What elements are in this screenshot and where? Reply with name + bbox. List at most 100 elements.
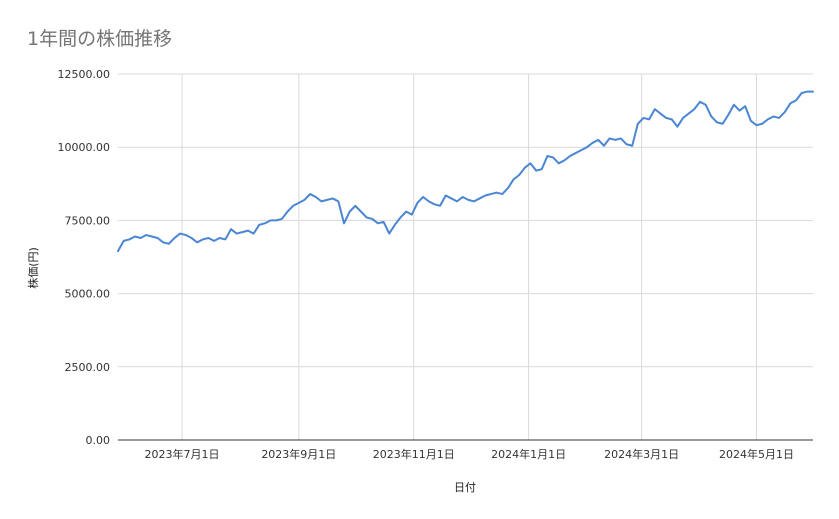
data-point	[524, 167, 526, 169]
data-point	[761, 123, 763, 125]
data-point	[185, 234, 187, 236]
x-tick-label: 2024年1月1日	[491, 447, 566, 461]
data-point	[631, 145, 633, 147]
data-point	[795, 99, 797, 101]
data-point	[157, 237, 159, 239]
data-point	[354, 205, 356, 207]
data-point	[693, 108, 695, 110]
data-point	[433, 203, 435, 205]
data-point	[484, 195, 486, 197]
data-point	[117, 250, 119, 252]
data-point	[190, 237, 192, 239]
data-point	[394, 224, 396, 226]
data-point	[744, 105, 746, 107]
data-point	[337, 200, 339, 202]
data-point	[230, 228, 232, 230]
data-point	[162, 241, 164, 243]
data-point	[309, 193, 311, 195]
data-point	[275, 219, 277, 221]
y-tick-label: 0.00	[86, 434, 111, 447]
data-point	[270, 219, 272, 221]
data-point	[281, 218, 283, 220]
y-tick-label: 12500.00	[58, 68, 111, 81]
data-point	[614, 139, 616, 141]
data-point	[258, 224, 260, 226]
series-line	[117, 90, 814, 253]
data-point	[739, 110, 741, 112]
data-point	[349, 211, 351, 213]
data-point	[609, 137, 611, 139]
data-point	[123, 240, 125, 242]
data-point	[315, 196, 317, 198]
data-point	[320, 200, 322, 202]
data-point	[490, 193, 492, 195]
data-point	[405, 211, 407, 213]
data-point	[366, 216, 368, 218]
data-point	[241, 231, 243, 233]
data-point	[507, 187, 509, 189]
data-point	[778, 117, 780, 119]
data-point	[710, 115, 712, 117]
tick-layer: 0.00 2500.00 5000.00 7500.00 10000.00 12500.0…	[58, 68, 794, 461]
data-point	[575, 152, 577, 154]
data-point	[659, 113, 661, 115]
data-point	[518, 174, 520, 176]
data-point	[772, 115, 774, 117]
data-point	[558, 162, 560, 164]
data-point	[264, 222, 266, 224]
data-point	[456, 200, 458, 202]
data-point	[411, 214, 413, 216]
data-point	[360, 211, 362, 213]
data-point	[812, 91, 814, 93]
data-point	[603, 145, 605, 147]
data-point	[496, 192, 498, 194]
data-point	[767, 118, 769, 120]
data-point	[756, 124, 758, 126]
y-axis-title: 株価(円)	[26, 247, 40, 289]
data-point	[207, 237, 209, 239]
data-point	[400, 216, 402, 218]
data-point	[637, 123, 639, 125]
data-point	[727, 114, 729, 116]
data-point	[806, 91, 808, 93]
chart-title: 1年間の株価推移	[27, 28, 173, 50]
data-point	[219, 237, 221, 239]
data-point	[332, 197, 334, 199]
data-point	[676, 126, 678, 128]
data-point	[699, 101, 701, 103]
data-point	[592, 142, 594, 144]
data-point	[688, 113, 690, 115]
data-point	[586, 146, 588, 148]
data-point	[513, 178, 515, 180]
data-point	[428, 200, 430, 202]
data-point	[597, 139, 599, 141]
data-point	[552, 156, 554, 158]
data-point	[563, 159, 565, 161]
data-point	[784, 111, 786, 113]
data-point	[501, 193, 503, 195]
data-point	[439, 205, 441, 207]
y-tick-label: 5000.00	[65, 288, 111, 301]
y-tick-label: 10000.00	[58, 141, 111, 154]
data-point	[479, 197, 481, 199]
data-point	[789, 102, 791, 104]
x-tick-label: 2024年3月1日	[604, 447, 679, 461]
data-point	[179, 233, 181, 235]
data-point	[168, 243, 170, 245]
data-point	[445, 195, 447, 197]
data-point	[371, 218, 373, 220]
data-point	[140, 237, 142, 239]
y-tick-label: 7500.00	[65, 214, 111, 227]
data-point	[422, 196, 424, 198]
data-point	[665, 117, 667, 119]
data-point	[253, 233, 255, 235]
grid-layer	[118, 73, 813, 441]
data-point	[134, 236, 136, 238]
data-point	[292, 205, 294, 207]
data-point	[535, 170, 537, 172]
data-point	[383, 221, 385, 223]
data-point	[247, 230, 249, 232]
data-point	[580, 149, 582, 151]
